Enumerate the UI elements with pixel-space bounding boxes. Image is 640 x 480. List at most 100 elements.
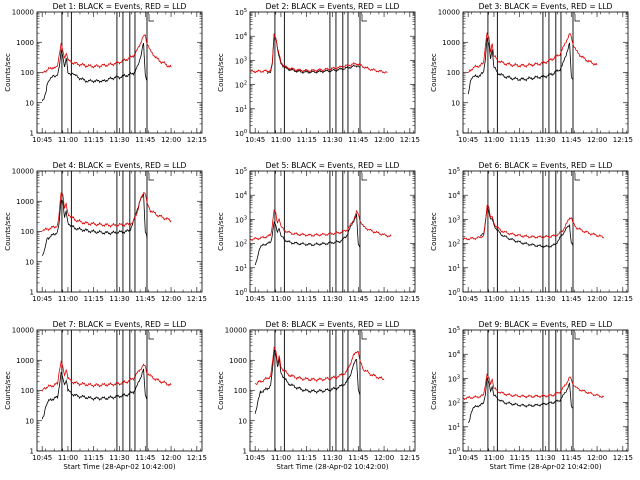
plot-frame <box>462 170 629 293</box>
x-tick-label: 12:15 <box>187 136 207 144</box>
lld-series-line <box>249 209 392 242</box>
lld-series-line <box>41 192 172 232</box>
x-tick-label: 10:45 <box>458 136 478 144</box>
panel-title: Det 6: BLACK = Events, RED = LLD <box>479 161 613 170</box>
y-tick-label: 105 <box>235 8 247 17</box>
x-tick-label: 12:00 <box>587 295 607 303</box>
y-tick-label: 101 <box>235 264 247 273</box>
y-tick-label: 105 <box>235 167 247 176</box>
events-series-line <box>480 207 574 249</box>
x-tick-label: 12:00 <box>161 295 181 303</box>
x-tick-label: 11:00 <box>484 454 504 462</box>
events-series-line <box>467 377 574 424</box>
panel-det-9: Det 9: BLACK = Events, RED = LLD Counts/s… <box>430 320 633 471</box>
y-axis-label: Counts/sec <box>4 53 12 92</box>
x-tick-label: 11:15 <box>510 454 530 462</box>
x-tick-label: 12:15 <box>400 295 420 303</box>
x-tick-label: 11:00 <box>58 454 78 462</box>
lld-series-line <box>41 34 172 74</box>
y-tick-label: 1 <box>243 448 247 456</box>
y-tick-label: 103 <box>235 56 247 65</box>
events-series-line <box>41 193 148 256</box>
x-tick-label: 11:45 <box>135 454 155 462</box>
y-tick-label: 10000 <box>438 9 460 17</box>
x-tick-label: 12:00 <box>374 454 394 462</box>
lld-series-line <box>462 204 605 241</box>
x-tick-label: 11:00 <box>271 295 291 303</box>
y-axis-label: Counts/sec <box>430 371 438 410</box>
y-tick-label: 100 <box>235 129 247 138</box>
lld-series-line <box>41 360 172 392</box>
x-tick-label: 12:15 <box>613 136 633 144</box>
y-tick-label: 101 <box>235 105 247 114</box>
panel-title: Det 2: BLACK = Events, RED = LLD <box>266 2 400 11</box>
y-tick-label: 105 <box>448 326 460 335</box>
y-tick-label: 1000 <box>16 357 34 365</box>
y-tick-label: 104 <box>448 350 460 359</box>
panel-det-8: Det 8: BLACK = Events, RED = LLD Counts/s… <box>217 320 420 471</box>
y-tick-label: 1 <box>30 130 34 138</box>
lld-series-line <box>249 33 388 74</box>
y-axis-label: Counts/sec <box>430 53 438 92</box>
x-tick-label: 11:30 <box>109 295 129 303</box>
interval-end-mark <box>574 332 580 340</box>
x-tick-label: 11:45 <box>561 295 581 303</box>
panel-title: Det 5: BLACK = Events, RED = LLD <box>266 161 400 170</box>
y-tick-label: 1000 <box>229 357 247 365</box>
x-tick-label: 11:30 <box>322 136 342 144</box>
y-tick-label: 104 <box>235 191 247 200</box>
events-series-line <box>467 38 574 95</box>
y-tick-label: 1000 <box>442 39 460 47</box>
x-tick-label: 11:30 <box>322 454 342 462</box>
y-tick-label: 10 <box>25 417 34 425</box>
panel-title: Det 4: BLACK = Events, RED = LLD <box>53 161 187 170</box>
plot-frame <box>249 329 416 452</box>
x-tick-label: 11:45 <box>135 136 155 144</box>
y-axis-label: Counts/sec <box>217 212 225 251</box>
plot-frame <box>36 329 203 452</box>
panel-det-2: Det 2: BLACK = Events, RED = LLD Counts/s… <box>217 2 420 144</box>
y-tick-label: 101 <box>448 423 460 432</box>
panel-det-7: Det 7: BLACK = Events, RED = LLD Counts/s… <box>4 320 207 471</box>
y-tick-label: 10000 <box>12 327 34 335</box>
lld-series-line <box>467 32 598 73</box>
y-tick-label: 10000 <box>225 327 247 335</box>
x-tick-label: 11:45 <box>561 136 581 144</box>
plot-frame <box>462 11 629 134</box>
x-tick-label: 12:15 <box>400 136 420 144</box>
x-tick-label: 12:15 <box>187 454 207 462</box>
interval-end-mark <box>361 173 367 181</box>
interval-end-mark <box>361 14 367 22</box>
y-axis-label: Counts/sec <box>217 371 225 410</box>
y-tick-label: 104 <box>448 191 460 200</box>
lld-series-line <box>462 373 605 401</box>
panel-title: Det 1: BLACK = Events, RED = LLD <box>53 2 187 11</box>
y-tick-label: 10 <box>238 417 247 425</box>
plot-frame <box>36 170 203 293</box>
y-tick-label: 100 <box>448 447 460 456</box>
x-tick-label: 12:00 <box>587 454 607 462</box>
x-tick-label: 10:45 <box>245 136 265 144</box>
panel-det-5: Det 5: BLACK = Events, RED = LLD Counts/s… <box>217 161 420 303</box>
x-tick-label: 10:45 <box>245 454 265 462</box>
x-tick-label: 11:15 <box>510 136 530 144</box>
x-tick-label: 11:15 <box>297 136 317 144</box>
x-tick-label: 11:00 <box>58 295 78 303</box>
y-axis-label: Counts/sec <box>4 212 12 251</box>
events-series-line <box>41 368 148 420</box>
x-tick-label: 10:45 <box>32 454 52 462</box>
events-series-line <box>266 33 361 75</box>
y-tick-label: 10000 <box>12 9 34 17</box>
y-axis-label: Counts/sec <box>4 371 12 410</box>
y-tick-label: 100 <box>21 228 34 236</box>
interval-end-mark <box>574 14 580 22</box>
x-tick-label: 11:30 <box>535 295 555 303</box>
panel-det-3: Det 3: BLACK = Events, RED = LLD Counts/s… <box>430 2 633 144</box>
x-tick-label: 11:30 <box>535 136 555 144</box>
panel-title: Det 3: BLACK = Events, RED = LLD <box>479 2 613 11</box>
x-tick-label: 12:00 <box>161 136 181 144</box>
x-tick-label: 12:00 <box>374 136 394 144</box>
y-tick-label: 10 <box>25 99 34 107</box>
y-tick-label: 102 <box>448 240 460 249</box>
